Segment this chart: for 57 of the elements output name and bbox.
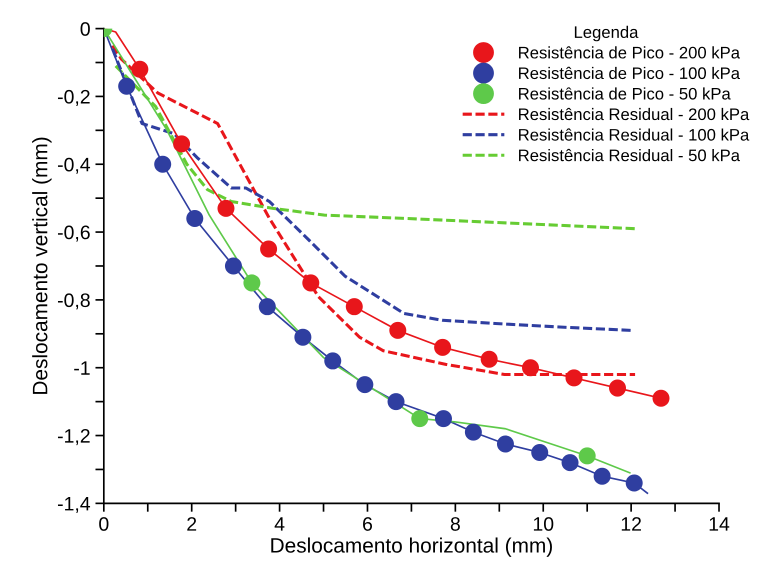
legend-label: Resistência de Pico - 200 kPa — [519, 46, 740, 59]
y-tick-label: -0,2 — [58, 90, 90, 106]
y-tick-label: 0 — [80, 22, 90, 36]
point — [578, 447, 596, 464]
point — [173, 135, 190, 152]
y-tick-label: -0,8 — [58, 293, 90, 310]
legend-label: Resistência de Pico - 50 kPa — [519, 87, 731, 100]
point — [594, 468, 611, 485]
point — [324, 352, 342, 370]
x-tick-label: 6 — [363, 517, 372, 531]
x-tick-label: 0 — [99, 517, 108, 531]
point — [652, 390, 670, 407]
point — [154, 156, 172, 173]
y-tick-label: -0,6 — [58, 226, 90, 242]
y-tick-label: -1,4 — [58, 497, 90, 513]
point — [522, 359, 540, 376]
point — [609, 380, 626, 397]
point — [294, 328, 312, 346]
point — [531, 444, 548, 461]
point — [496, 436, 514, 453]
legend-label: Resistência Residual - 50 kPa — [519, 148, 740, 162]
point — [118, 78, 136, 95]
x-tick-label: 12 — [622, 517, 641, 531]
x-tick-label: 8 — [450, 517, 460, 531]
y-tick-label: -0,4 — [58, 158, 90, 174]
legend-label: Resistência Residual - 200 kPa — [519, 108, 750, 120]
point — [464, 424, 482, 441]
point — [389, 322, 406, 339]
y-axis-title: Deslocamento vertical (mm) — [32, 138, 52, 394]
point — [186, 210, 204, 228]
legend-title: Legenda — [574, 26, 638, 42]
legend-label: Resistência de Pico - 100 kPa — [519, 66, 740, 80]
point — [243, 274, 260, 292]
point — [566, 369, 583, 386]
x-tick-label: 14 — [710, 517, 730, 531]
point — [434, 338, 452, 356]
x-tick-label: 4 — [274, 517, 284, 531]
point — [260, 240, 278, 258]
x-tick-label: 2 — [187, 517, 196, 531]
legend-label: Resistência Residual - 100 kPa — [519, 128, 750, 141]
point — [346, 298, 363, 316]
point — [480, 350, 498, 368]
point — [302, 274, 320, 292]
point — [626, 474, 643, 492]
point — [258, 298, 276, 316]
point — [434, 410, 452, 428]
point — [131, 60, 148, 78]
point — [411, 410, 428, 428]
point — [224, 257, 242, 274]
point — [356, 376, 374, 394]
x-tick-label: 10 — [534, 517, 554, 531]
x-axis-title: Deslocamento horizontal (mm) — [271, 537, 552, 557]
point — [388, 393, 405, 410]
point — [562, 454, 579, 472]
y-tick-label: -1 — [74, 361, 90, 375]
point — [217, 200, 234, 217]
y-tick-label: -1,2 — [58, 429, 90, 446]
